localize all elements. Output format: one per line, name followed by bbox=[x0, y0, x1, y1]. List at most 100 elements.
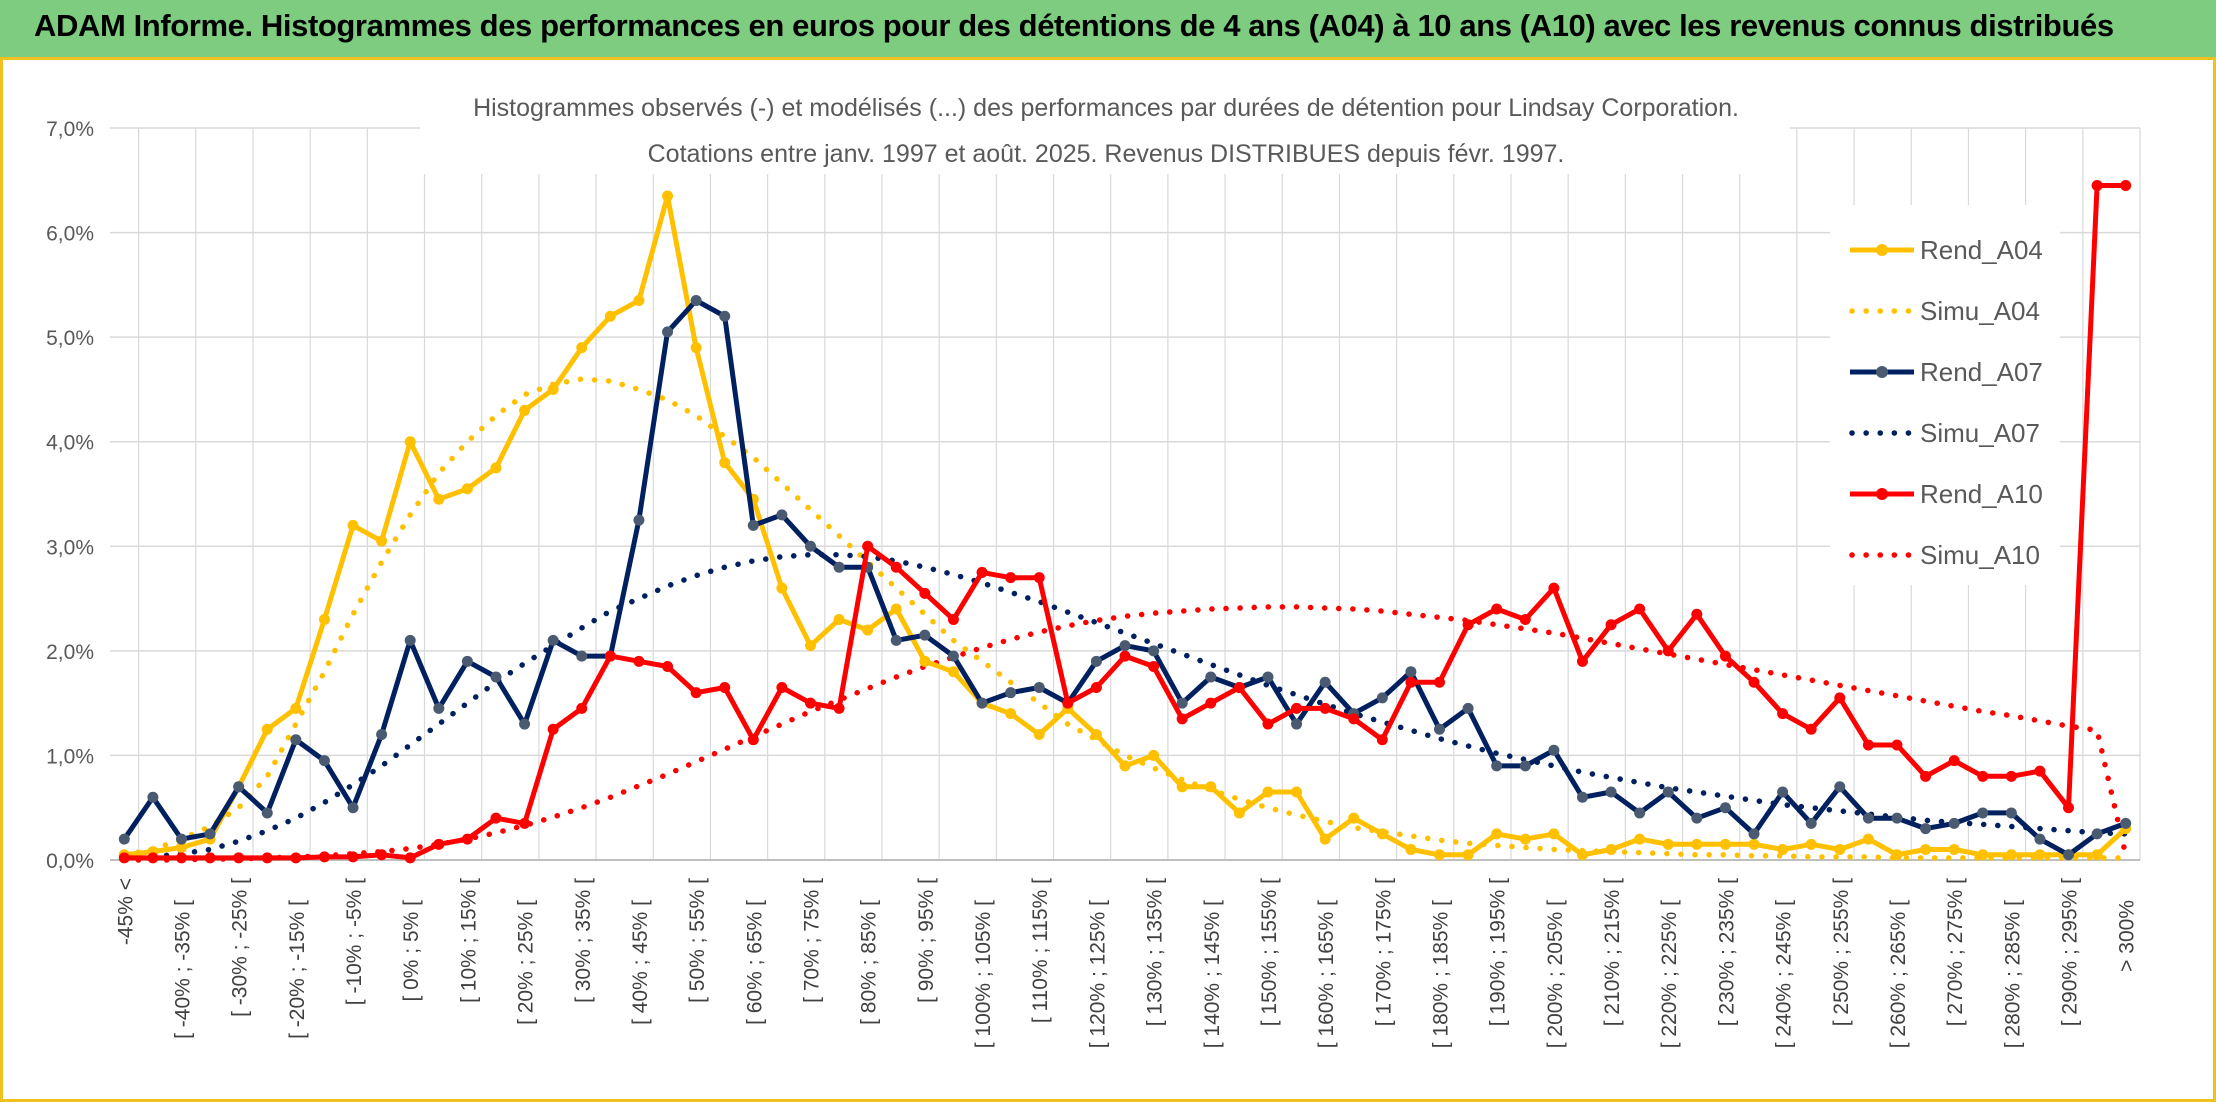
point-Rend_A07 bbox=[376, 729, 388, 741]
legend-marker bbox=[1876, 366, 1888, 378]
point-Rend_A04 bbox=[1662, 838, 1674, 850]
point-Rend_A07 bbox=[1891, 812, 1903, 824]
legend-item-Simu_A07: Simu_A07 bbox=[1849, 418, 2040, 448]
point-Rend_A07 bbox=[461, 655, 473, 667]
y-tick-label: 6,0% bbox=[46, 223, 94, 246]
point-Rend_A07 bbox=[1462, 702, 1474, 714]
x-tick-label: [ 70% ; 75% [ bbox=[800, 878, 823, 1003]
point-Rend_A10 bbox=[290, 852, 302, 864]
point-Rend_A07 bbox=[175, 833, 187, 845]
point-Rend_A10 bbox=[947, 613, 959, 625]
point-Rend_A07 bbox=[1119, 640, 1131, 652]
x-tick-label: [ 30% ; 35% [ bbox=[572, 878, 595, 1003]
point-Rend_A07 bbox=[118, 833, 130, 845]
point-Rend_A07 bbox=[1662, 786, 1674, 798]
title-banner: ADAM Informe. Histogrammes des performan… bbox=[0, 0, 2216, 60]
legend-item-Rend_A04: Rend_A04 bbox=[1850, 235, 2043, 265]
point-Rend_A10 bbox=[1405, 676, 1417, 688]
point-Rend_A07 bbox=[1548, 744, 1560, 756]
point-Rend_A04 bbox=[1319, 833, 1331, 845]
y-tick-label: 1,0% bbox=[46, 745, 94, 768]
point-Rend_A07 bbox=[318, 755, 330, 767]
series-Rend_A04 bbox=[118, 190, 2132, 861]
x-tick-label: [ 290% ; 295% [ bbox=[2059, 878, 2082, 1026]
x-tick-label: [ -30% ; -25% [ bbox=[229, 878, 252, 1017]
point-Rend_A07 bbox=[1691, 812, 1703, 824]
point-Rend_A04 bbox=[604, 310, 616, 322]
point-Rend_A07 bbox=[1434, 723, 1446, 735]
point-Rend_A10 bbox=[1205, 697, 1217, 709]
point-Rend_A10 bbox=[1434, 676, 1446, 688]
point-Rend_A10 bbox=[1148, 661, 1160, 673]
point-Rend_A07 bbox=[347, 802, 359, 814]
point-Rend_A07 bbox=[633, 514, 645, 526]
x-tick-label: [ 200% ; 205% [ bbox=[1544, 900, 1567, 1048]
y-tick-label: 0,0% bbox=[46, 850, 94, 873]
point-Rend_A07 bbox=[1405, 666, 1417, 678]
x-tick-label: [ 60% ; 65% [ bbox=[743, 900, 766, 1025]
point-Rend_A04 bbox=[1977, 849, 1989, 861]
point-Rend_A10 bbox=[719, 681, 731, 693]
line-Simu_A04 bbox=[121, 376, 2129, 861]
point-Rend_A04 bbox=[919, 655, 931, 667]
point-Rend_A10 bbox=[919, 587, 931, 599]
point-Rend_A04 bbox=[890, 603, 902, 615]
y-tick-label: 3,0% bbox=[46, 536, 94, 559]
point-Rend_A10 bbox=[890, 561, 902, 573]
point-Rend_A04 bbox=[662, 190, 674, 202]
point-Rend_A07 bbox=[1519, 760, 1531, 772]
point-Rend_A04 bbox=[1634, 833, 1646, 845]
x-tick-label: [ -20% ; -15% [ bbox=[286, 900, 309, 1039]
point-Rend_A10 bbox=[1891, 739, 1903, 751]
point-Rend_A10 bbox=[1176, 713, 1188, 725]
point-Rend_A07 bbox=[2063, 849, 2075, 861]
point-Rend_A04 bbox=[2091, 849, 2103, 861]
legend-label: Rend_A07 bbox=[1920, 357, 2043, 387]
series-Simu_A10 bbox=[121, 604, 2129, 863]
point-Rend_A07 bbox=[147, 791, 159, 803]
point-Rend_A04 bbox=[290, 702, 302, 714]
x-tick-label: [ 130% ; 135% [ bbox=[1144, 878, 1167, 1026]
point-Rend_A10 bbox=[1262, 718, 1274, 730]
point-Rend_A07 bbox=[719, 310, 731, 322]
x-tick-label: [ 160% ; 165% [ bbox=[1315, 900, 1338, 1048]
x-tick-label: [ 100% ; 105% [ bbox=[972, 900, 995, 1048]
point-Rend_A04 bbox=[1148, 749, 1160, 761]
y-tick-label: 7,0% bbox=[46, 118, 94, 141]
point-Rend_A10 bbox=[1319, 702, 1331, 714]
point-Rend_A07 bbox=[1148, 645, 1160, 657]
point-Rend_A10 bbox=[233, 852, 245, 864]
point-Rend_A10 bbox=[1605, 619, 1617, 631]
point-Rend_A10 bbox=[433, 838, 445, 850]
point-Rend_A07 bbox=[1920, 823, 1932, 835]
point-Rend_A04 bbox=[318, 613, 330, 625]
title-backdrop bbox=[420, 86, 1790, 174]
point-Rend_A10 bbox=[1977, 770, 1989, 782]
point-Rend_A04 bbox=[1434, 849, 1446, 861]
x-tick-label: [ 90% ; 95% [ bbox=[915, 878, 938, 1003]
point-Rend_A07 bbox=[547, 634, 559, 646]
x-tick-label: [ 120% ; 125% [ bbox=[1086, 900, 1109, 1048]
point-Rend_A10 bbox=[519, 817, 531, 829]
point-Rend_A10 bbox=[461, 833, 473, 845]
series-Rend_A07 bbox=[118, 295, 2132, 861]
point-Rend_A10 bbox=[633, 655, 645, 667]
point-Rend_A04 bbox=[804, 640, 816, 652]
series-Simu_A04 bbox=[121, 376, 2129, 861]
point-Rend_A04 bbox=[2034, 849, 2046, 861]
legend-label: Simu_A07 bbox=[1920, 418, 2040, 448]
point-Rend_A10 bbox=[804, 697, 816, 709]
point-Rend_A10 bbox=[1090, 681, 1102, 693]
point-Rend_A10 bbox=[576, 702, 588, 714]
point-Rend_A07 bbox=[690, 295, 702, 307]
point-Rend_A07 bbox=[2091, 828, 2103, 840]
y-tick-label: 4,0% bbox=[46, 432, 94, 455]
point-Rend_A10 bbox=[1748, 676, 1760, 688]
point-Rend_A04 bbox=[1605, 844, 1617, 856]
point-Rend_A04 bbox=[376, 535, 388, 547]
point-Rend_A04 bbox=[1262, 786, 1274, 798]
point-Rend_A04 bbox=[404, 436, 416, 448]
chart-title: Histogrammes observés (-) et modélisés (… bbox=[473, 94, 1739, 122]
point-Rend_A04 bbox=[576, 342, 588, 354]
